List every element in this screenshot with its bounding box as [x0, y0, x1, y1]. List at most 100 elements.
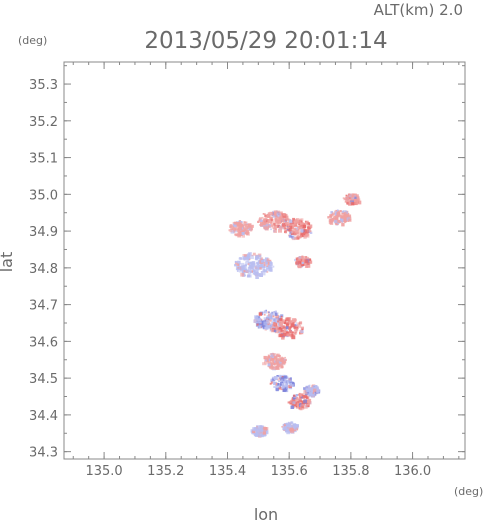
- echo-point: [273, 366, 278, 370]
- echo-point: [252, 432, 255, 435]
- echo-point: [290, 405, 294, 409]
- echo-point: [258, 312, 263, 316]
- y-tick-label-1: 34.4: [29, 409, 58, 424]
- echo-point: [280, 363, 283, 366]
- echo-point: [263, 224, 267, 228]
- echo-point: [344, 218, 347, 221]
- echo-point: [251, 269, 255, 273]
- echo-point: [261, 265, 264, 268]
- y-tick-label-0: 34.3: [29, 446, 58, 461]
- echo-point: [273, 227, 275, 230]
- echo-point: [286, 427, 290, 431]
- echo-point: [294, 258, 297, 262]
- echo-point: [266, 264, 269, 267]
- echo-point: [259, 273, 263, 277]
- echo-point: [302, 263, 305, 266]
- echo-point: [231, 228, 233, 230]
- echo-point: [270, 381, 274, 384]
- echo-point: [285, 222, 288, 225]
- echo-point: [244, 254, 247, 257]
- echo-point: [241, 270, 244, 273]
- echo-point: [273, 213, 277, 217]
- echo-point: [275, 354, 279, 358]
- y-tick-label-9: 35.2: [29, 115, 58, 130]
- echo-point: [305, 233, 309, 237]
- echo-point: [278, 331, 281, 334]
- echo-point: [243, 228, 247, 231]
- echo-point: [311, 391, 314, 393]
- echo-point: [287, 221, 289, 224]
- echo-point: [245, 221, 248, 224]
- echo-point: [263, 272, 266, 276]
- x-tick-label-5: 136.0: [394, 464, 431, 479]
- echo-point: [270, 218, 273, 222]
- y-tick-label-6: 34.9: [29, 225, 58, 240]
- echo-point: [300, 258, 303, 261]
- echo-point: [304, 395, 308, 398]
- echo-point: [272, 312, 277, 316]
- echo-point: [298, 399, 302, 403]
- echo-point: [237, 232, 240, 235]
- echo-point: [303, 404, 308, 409]
- echo-point: [281, 334, 284, 336]
- echo-point: [272, 317, 276, 321]
- echo-point: [260, 223, 263, 227]
- echo-point: [256, 262, 260, 265]
- echo-point: [269, 316, 273, 320]
- echo-point: [265, 324, 269, 329]
- echo-point: [302, 395, 306, 398]
- echo-point: [287, 401, 290, 404]
- echo-point: [247, 255, 251, 259]
- echo-point: [276, 364, 280, 367]
- echo-point: [248, 258, 251, 261]
- echo-point: [240, 220, 242, 223]
- echo-point: [261, 216, 264, 219]
- echo-point: [296, 236, 300, 240]
- echo-point: [269, 313, 272, 316]
- echo-point: [279, 385, 282, 388]
- echo-point: [239, 222, 242, 225]
- echo-point: [234, 263, 237, 267]
- echo-point: [345, 194, 348, 197]
- echo-point: [296, 405, 300, 409]
- echo-point: [307, 400, 310, 404]
- echo-point: [256, 264, 260, 268]
- echo-point: [335, 221, 339, 226]
- echo-point: [300, 329, 304, 333]
- echo-point: [302, 224, 306, 229]
- echo-point: [284, 425, 287, 428]
- echo-point: [236, 229, 239, 232]
- echo-point: [264, 363, 267, 366]
- echo-point: [271, 353, 275, 357]
- echo-point: [292, 228, 296, 233]
- echo-point: [294, 328, 298, 332]
- echo-point: [283, 424, 286, 427]
- echo-point: [238, 229, 241, 232]
- echo-point: [276, 224, 281, 229]
- echo-point: [293, 221, 298, 226]
- echo-point: [347, 193, 352, 197]
- echo-point: [308, 393, 311, 397]
- echo-point: [277, 319, 280, 322]
- echo-point: [258, 218, 262, 222]
- echo-point: [263, 270, 265, 273]
- echo-point: [305, 257, 307, 260]
- echo-point: [309, 231, 313, 234]
- echo-point: [291, 225, 295, 229]
- echo-point: [293, 324, 297, 328]
- echo-point: [331, 212, 335, 216]
- echo-point: [272, 352, 274, 355]
- echo-point: [329, 221, 334, 225]
- echo-point: [345, 219, 348, 222]
- echo-point: [287, 227, 292, 232]
- echo-point: [275, 359, 279, 363]
- echo-point: [229, 225, 232, 228]
- echo-point: [258, 257, 262, 261]
- echo-point: [284, 426, 288, 430]
- echo-point: [269, 216, 273, 220]
- echo-point: [271, 360, 275, 364]
- x-tick-label-4: 135.8: [332, 464, 369, 479]
- echo-point: [269, 211, 273, 216]
- echo-point: [241, 229, 243, 232]
- echo-point: [306, 226, 311, 231]
